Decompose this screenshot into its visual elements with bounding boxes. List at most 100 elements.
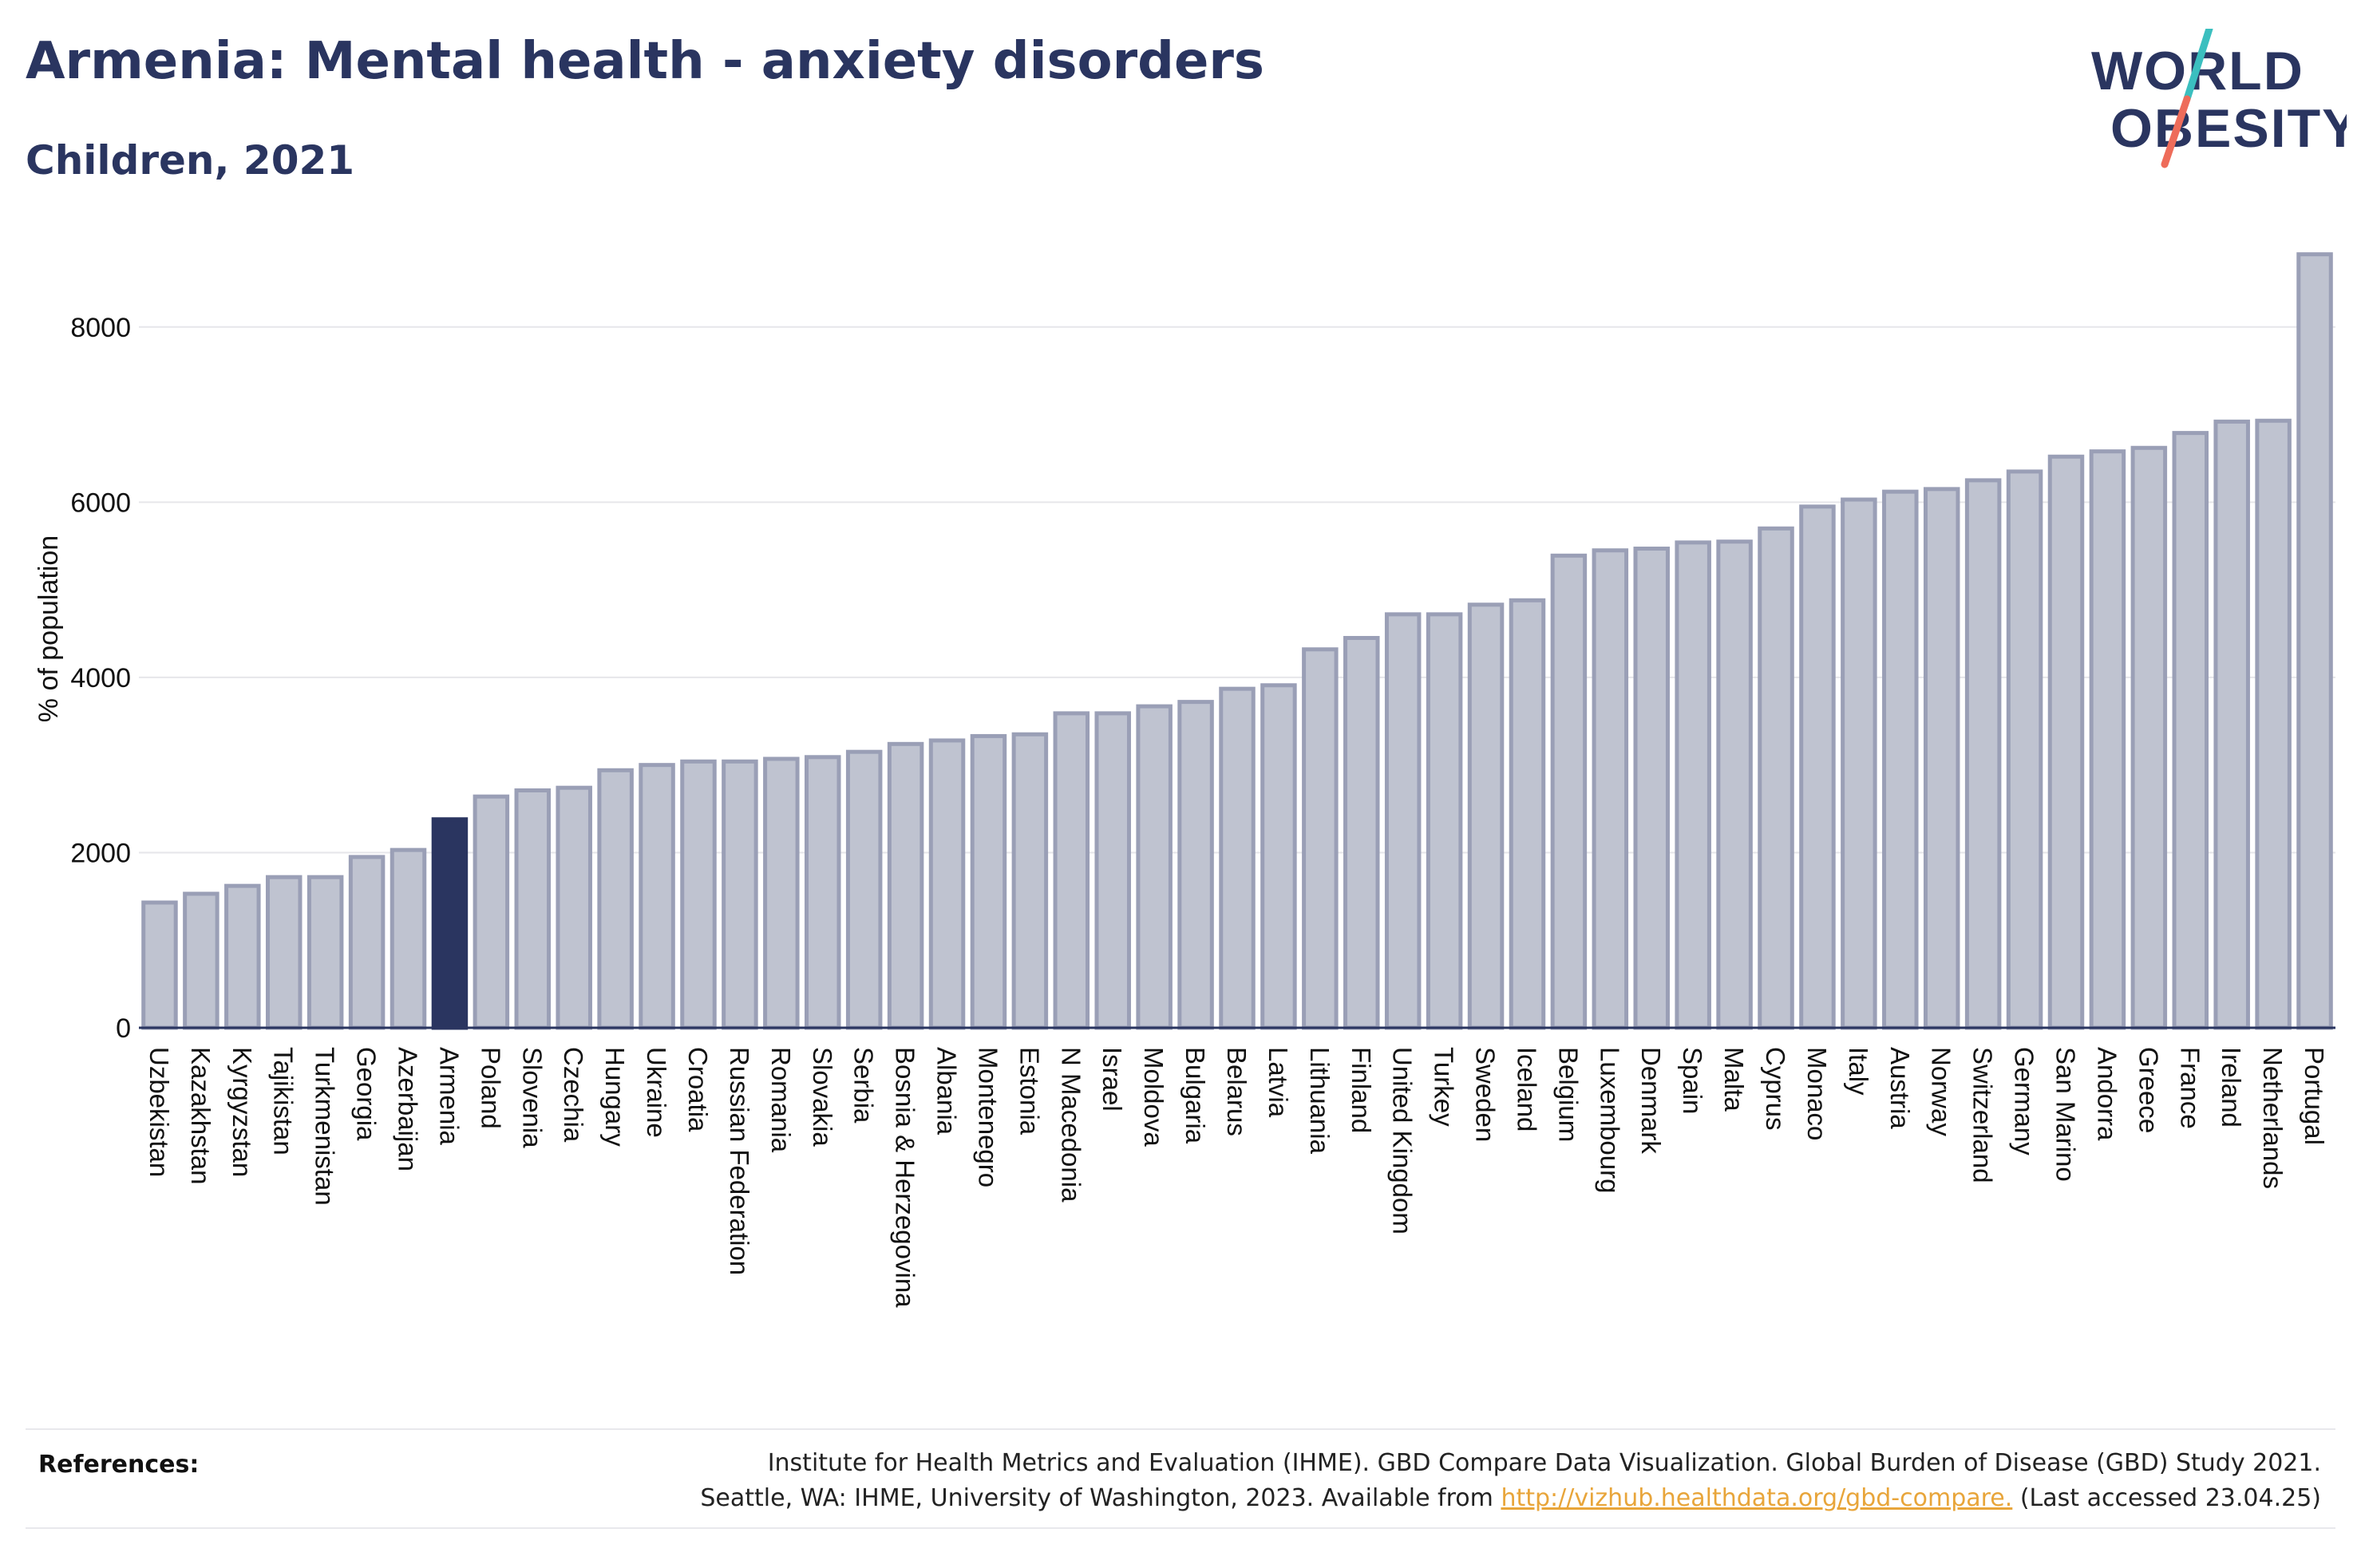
bar-latvia[interactable]: [1260, 683, 1297, 1030]
bar-turkey[interactable]: [1426, 612, 1463, 1030]
x-tick-label: Spain: [1678, 1047, 1707, 1114]
x-tick-label: Kazakhstan: [186, 1047, 216, 1184]
logo-slash-teal: [2183, 29, 2213, 103]
x-tick-label: Italy: [1844, 1047, 1873, 1096]
bar-austria[interactable]: [1882, 489, 1919, 1030]
bar-albania[interactable]: [928, 738, 966, 1030]
bar-lithuania[interactable]: [1302, 647, 1339, 1030]
x-tick-label: Tajikistan: [269, 1047, 299, 1155]
bar-slovakia[interactable]: [805, 755, 841, 1030]
bar-hungary[interactable]: [597, 768, 634, 1030]
bar-moldova[interactable]: [1136, 704, 1173, 1030]
bar-san-marino[interactable]: [2047, 454, 2085, 1030]
bar-tajikistan[interactable]: [265, 875, 303, 1030]
bar-serbia[interactable]: [845, 749, 883, 1030]
bar-spain[interactable]: [1675, 540, 1711, 1030]
bar-azerbaijan[interactable]: [390, 847, 427, 1030]
x-tick-label: Poland: [476, 1047, 505, 1129]
x-tick-label: Monaco: [1802, 1047, 1832, 1140]
bar-malta[interactable]: [1716, 539, 1753, 1030]
bar-portugal[interactable]: [2296, 252, 2333, 1030]
y-tick-label: 6000: [70, 488, 131, 518]
y-tick-label: 2000: [70, 838, 131, 868]
bar-armenia[interactable]: [431, 817, 469, 1030]
bar-luxembourg[interactable]: [1592, 548, 1629, 1030]
x-tick-label: Denmark: [1636, 1047, 1666, 1154]
bar-n-macedonia[interactable]: [1053, 711, 1090, 1030]
x-tick-label: Moldova: [1139, 1047, 1169, 1147]
y-axis-label: % of population: [34, 535, 64, 722]
bar-greece[interactable]: [2130, 445, 2168, 1030]
x-tick-label: Israel: [1097, 1047, 1127, 1112]
x-tick-label: Germany: [2010, 1047, 2039, 1155]
x-tick-label: Belarus: [1222, 1047, 1252, 1136]
bar-ireland[interactable]: [2213, 419, 2250, 1030]
chart-title: Armenia: Mental health - anxiety disorde…: [26, 32, 1264, 91]
x-tick-label: Slovenia: [517, 1047, 547, 1148]
bar-georgia[interactable]: [348, 855, 386, 1030]
bar-netherlands[interactable]: [2255, 418, 2292, 1030]
bar-cyprus[interactable]: [1758, 526, 1794, 1030]
bar-montenegro[interactable]: [970, 733, 1007, 1030]
bar-sweden[interactable]: [1467, 602, 1505, 1030]
bar-belarus[interactable]: [1219, 686, 1256, 1030]
bar-denmark[interactable]: [1633, 547, 1670, 1030]
x-tick-label: Hungary: [600, 1047, 630, 1147]
bar-romania[interactable]: [763, 756, 800, 1030]
logo-slash-coral: [2161, 95, 2191, 168]
bar-germany[interactable]: [2006, 469, 2043, 1030]
x-tick-label: Bosnia & Herzegovina: [891, 1047, 920, 1308]
bar-chart: 0 2000 4000 6000 8000 Uzbekistan Kazakhstan Kyr…: [34, 252, 2335, 1308]
x-tick-label: Armenia: [434, 1047, 464, 1146]
bar-czechia[interactable]: [556, 785, 592, 1030]
x-tick-label: Belgium: [1553, 1047, 1583, 1142]
bar-ukraine[interactable]: [639, 763, 675, 1030]
bar-bulgaria[interactable]: [1177, 700, 1214, 1030]
bar-italy[interactable]: [1841, 497, 1877, 1030]
bar-andorra[interactable]: [2089, 449, 2126, 1030]
x-tick-label: Iceland: [1512, 1047, 1541, 1132]
y-tick-label: 0: [116, 1013, 131, 1044]
bar-israel[interactable]: [1094, 711, 1131, 1030]
x-tick-label: Greece: [2134, 1047, 2163, 1133]
bar-france[interactable]: [2172, 431, 2209, 1030]
x-tick-label: Turkey: [1430, 1047, 1459, 1127]
bar-finland[interactable]: [1343, 635, 1380, 1030]
axes: 0 2000 4000 6000 8000 Uzbekistan Kazakhstan Kyr…: [70, 313, 2335, 1308]
bar-turkmenistan[interactable]: [306, 875, 344, 1030]
x-tick-label: Kyrgyzstan: [227, 1047, 257, 1177]
x-tick-label: United Kingdom: [1388, 1047, 1418, 1234]
x-tick-label: Austria: [1885, 1047, 1915, 1129]
x-tick-label: Georgia: [352, 1047, 382, 1141]
bar-united-kingdom[interactable]: [1384, 612, 1422, 1030]
bar-uzbekistan[interactable]: [141, 900, 178, 1030]
chart-subtitle: Children, 2021: [26, 137, 355, 184]
y-tick-label: 8000: [70, 313, 131, 343]
x-tick-label: Bulgaria: [1180, 1047, 1210, 1144]
bar-switzerland[interactable]: [1964, 478, 2002, 1030]
x-tick-label: Montenegro: [973, 1047, 1003, 1187]
bar-iceland[interactable]: [1509, 598, 1546, 1030]
bar-slovenia[interactable]: [514, 788, 552, 1030]
x-tick-label: Luxembourg: [1595, 1047, 1624, 1193]
x-tick-label: Uzbekistan: [144, 1047, 174, 1177]
bar-croatia[interactable]: [680, 759, 717, 1030]
references-link[interactable]: http://vizhub.healthdata.org/gbd-compare…: [1501, 1484, 2013, 1512]
x-tick-label: Slovakia: [808, 1047, 837, 1147]
bar-kazakhstan[interactable]: [183, 891, 219, 1030]
bar-belgium[interactable]: [1550, 553, 1588, 1030]
logo-word-obesity: OBESITY: [2110, 98, 2347, 159]
x-tick-label: Sweden: [1471, 1047, 1501, 1142]
x-tick-label: Malta: [1719, 1047, 1749, 1112]
x-tick-label: Switzerland: [1968, 1047, 1998, 1183]
references-panel: References: Institute for Health Metrics…: [26, 1428, 2335, 1529]
bar-estonia[interactable]: [1011, 732, 1049, 1030]
bar-norway[interactable]: [1923, 487, 1960, 1030]
bar-russian-federation[interactable]: [722, 759, 758, 1030]
bar-monaco[interactable]: [1799, 504, 1836, 1030]
bar-bosnia-herzegovina[interactable]: [887, 741, 924, 1030]
x-tick-label: Andorra: [2092, 1047, 2122, 1141]
bar-poland[interactable]: [473, 794, 510, 1030]
bar-kyrgyzstan[interactable]: [224, 883, 261, 1030]
x-tick-label: Serbia: [849, 1047, 879, 1124]
